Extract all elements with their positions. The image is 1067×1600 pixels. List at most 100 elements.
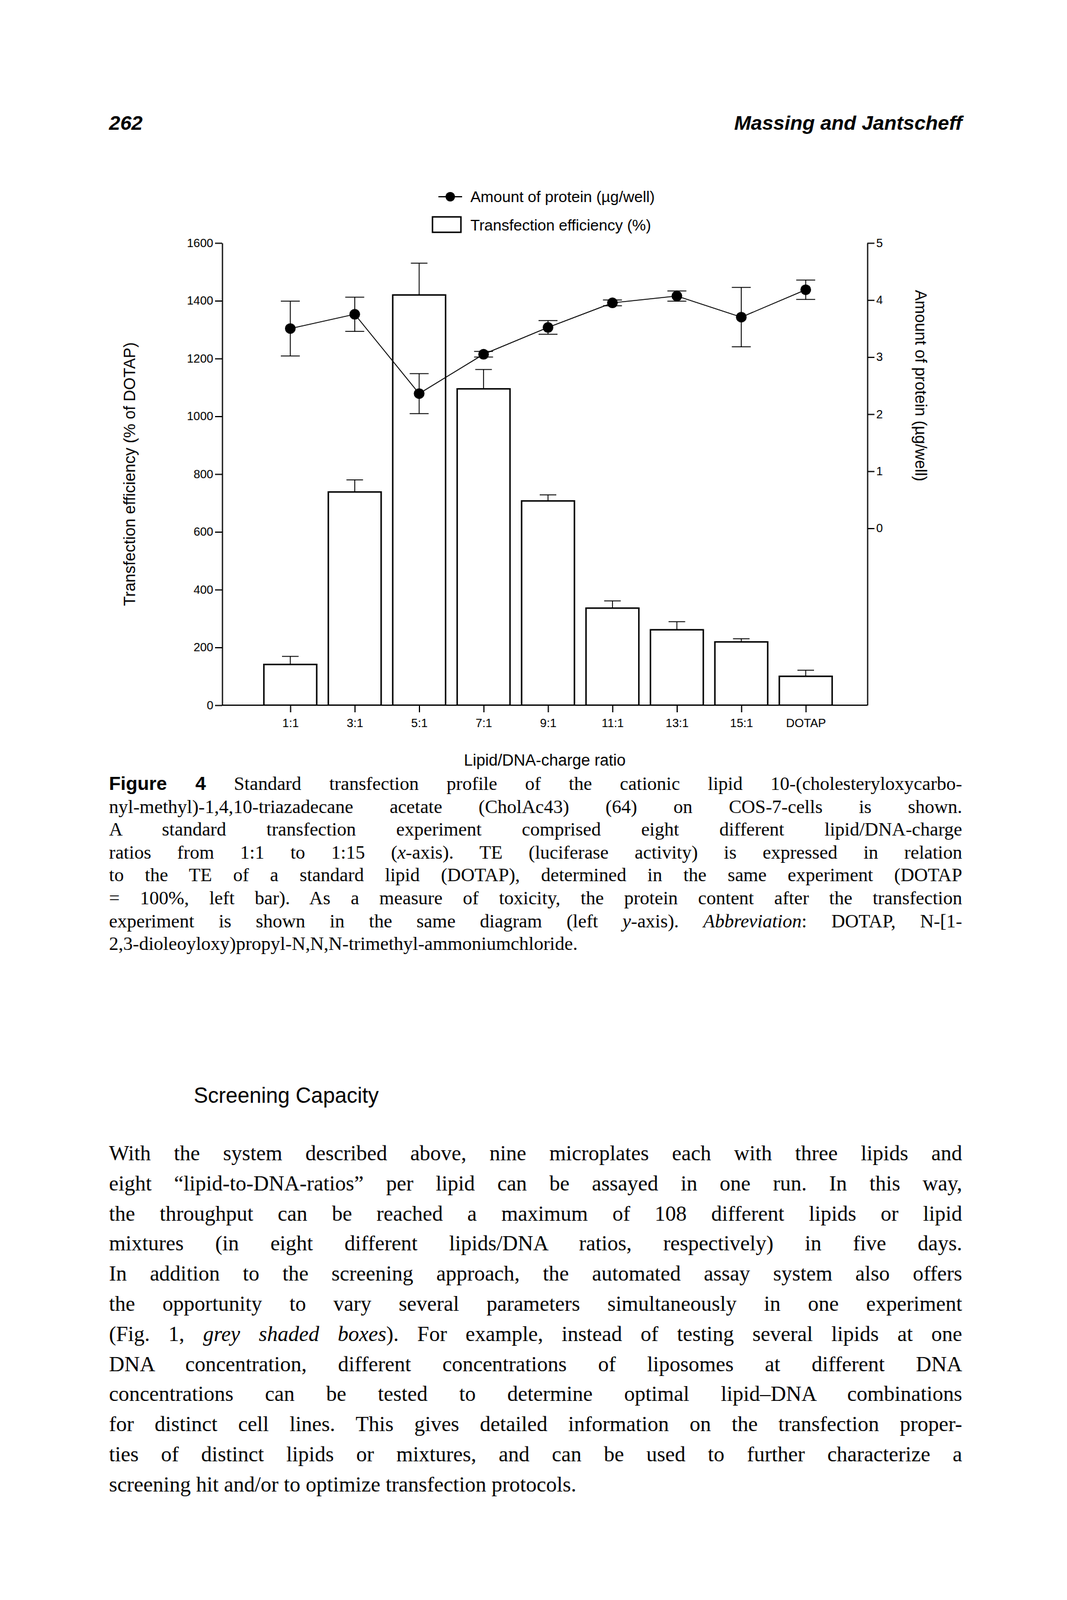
- tick-mark: [741, 705, 743, 713]
- error-bar-cap: [409, 373, 429, 375]
- marker: [478, 348, 489, 360]
- bar: [650, 629, 704, 706]
- bar: [263, 664, 317, 706]
- error-bar-cap: [346, 479, 364, 481]
- tick-mark: [867, 413, 875, 415]
- tick-label: 2: [876, 407, 883, 421]
- tick-mark: [215, 300, 223, 302]
- body-line: screening hit and/or to optimize transfe…: [109, 1469, 963, 1500]
- caption-line: nyl-methyl)-1,4,10-triazadecane acetate …: [109, 795, 963, 819]
- error-bar: [796, 280, 816, 300]
- y2-axis-title: Amount of protein (µg/well): [911, 289, 930, 482]
- tick-label: 3:1: [346, 716, 364, 730]
- error-bar-stem: [741, 638, 743, 642]
- tick-label: 200: [193, 640, 214, 654]
- tick-mark: [215, 415, 223, 418]
- error-bar: [604, 600, 621, 608]
- legend: Amount of protein (µg/well)Transfection …: [432, 187, 655, 235]
- marker: [735, 311, 747, 323]
- marker: [800, 284, 812, 296]
- text: mixtures (in eight different lipids/DNA …: [109, 1231, 963, 1255]
- tick-mark: [418, 705, 421, 713]
- tick-label: 1:1: [282, 716, 300, 730]
- italic-text: grey shaded boxes: [203, 1321, 387, 1346]
- text: ). For example, instead of testing sever…: [386, 1321, 963, 1346]
- tick-mark: [215, 358, 223, 360]
- tick-mark: [611, 705, 614, 713]
- x-axis-title: Lipid/DNA-charge ratio: [463, 751, 626, 769]
- tick: 15:1: [729, 705, 754, 730]
- text: to the TE of a standard lipid (DOTAP), d…: [109, 863, 963, 886]
- text: ties of distinct lipids or mixtures, and…: [109, 1442, 963, 1466]
- bar: [521, 500, 575, 706]
- tick-label: DOTAP: [786, 716, 826, 730]
- body-line: ties of distinct lipids or mixtures, and…: [109, 1439, 963, 1470]
- text: DNA concentration, different concentrati…: [109, 1351, 963, 1376]
- error-bar-cap: [539, 494, 557, 496]
- error-bar-stem: [289, 656, 291, 665]
- error-bar: [475, 369, 492, 390]
- error-bar-cap: [409, 412, 429, 415]
- tick-mark: [483, 705, 485, 713]
- marker: [607, 297, 618, 309]
- tick-mark: [867, 470, 875, 473]
- error-bar: [282, 656, 299, 665]
- caption-line: experiment is shown in the same diagram …: [109, 909, 963, 933]
- italic-text: x: [397, 841, 406, 863]
- error-bar-cap: [668, 620, 686, 623]
- tick-label: 1400: [187, 293, 214, 307]
- tick-label: 400: [193, 582, 214, 597]
- text: A standard transfection experiment compr…: [109, 818, 963, 840]
- text: the opportunity to vary several paramete…: [109, 1291, 963, 1316]
- tick-mark: [867, 527, 875, 530]
- error-bar: [409, 373, 429, 414]
- error-bar-cap: [731, 346, 751, 348]
- tick: 1000: [187, 409, 223, 423]
- tick-mark: [215, 589, 223, 591]
- body-line: eight “lipid-to-DNA-ratios” per lipid ca…: [109, 1168, 963, 1199]
- caption-line: A standard transfection experiment compr…: [109, 817, 963, 841]
- page-number: 262: [109, 111, 143, 135]
- error-bar: [731, 287, 751, 347]
- error-bar-cap: [475, 369, 492, 371]
- tick: 200: [193, 640, 223, 654]
- tick: 5:1: [411, 705, 428, 730]
- y2-axis-line: [867, 243, 869, 706]
- error-bar: [280, 300, 300, 356]
- chart: 020040060080010001200140016000123451:13:…: [0, 0, 1067, 771]
- error-bar-cap: [538, 333, 558, 335]
- tick: 3: [867, 350, 883, 364]
- tick: 11:1: [601, 705, 624, 730]
- section-heading: Screening Capacity: [193, 1082, 379, 1108]
- plot-area: [263, 263, 832, 706]
- error-bar: [667, 290, 687, 301]
- error-bar-cap: [345, 296, 365, 299]
- x-axis: 1:13:15:17:19:111:113:115:1DOTAP: [222, 705, 868, 730]
- text: -axis). TE (luciferase activity) is expr…: [405, 841, 963, 863]
- tick-label: 7:1: [475, 716, 493, 730]
- caption-line: ratios from 1:1 to 1:15 (x-axis). TE (lu…: [109, 840, 963, 864]
- y2-axis: 012345: [867, 236, 883, 706]
- tick: 1: [867, 464, 883, 478]
- tick-label: 1200: [187, 351, 214, 365]
- marker: [542, 322, 554, 333]
- body-line: In addition to the screening approach, t…: [109, 1258, 963, 1289]
- error-bar-cap: [280, 300, 300, 302]
- tick-label: 1: [876, 464, 883, 478]
- error-bar: [668, 621, 686, 630]
- marker: [414, 388, 425, 399]
- error-bar-stem: [483, 369, 485, 390]
- tick-label: 4: [876, 293, 883, 307]
- error-bar: [732, 638, 750, 642]
- y-axis: 02004006008001000120014001600: [187, 236, 223, 712]
- error-bar-cap: [345, 331, 365, 333]
- body-line: mixtures (in eight different lipids/DNA …: [109, 1228, 963, 1259]
- tick-mark: [867, 242, 875, 245]
- tick-mark: [805, 705, 807, 713]
- error-bar: [797, 670, 815, 676]
- tick: 800: [193, 467, 223, 481]
- figure-label: Figure 4: [109, 772, 207, 794]
- tick-mark: [867, 356, 875, 358]
- error-bar: [411, 263, 428, 296]
- tick-label: 13:1: [665, 716, 690, 730]
